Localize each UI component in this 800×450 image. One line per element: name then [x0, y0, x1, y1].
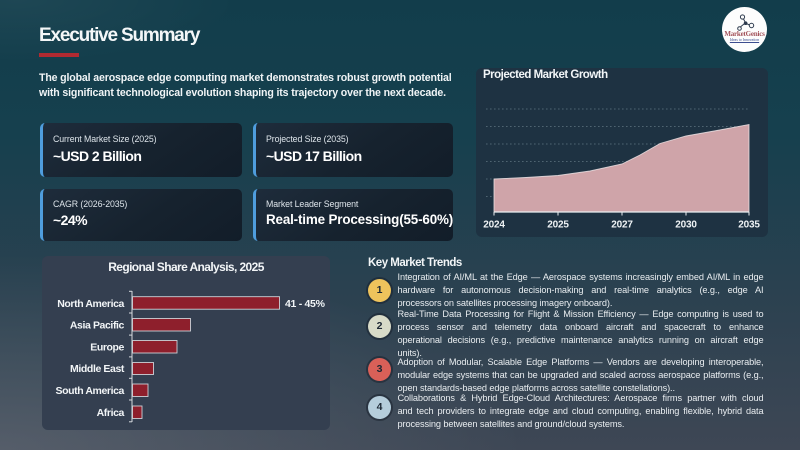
svg-text:2025: 2025 [547, 219, 569, 230]
svg-text:South America: South America [55, 385, 124, 397]
svg-text:2027: 2027 [611, 219, 633, 230]
svg-text:Asia Pacific: Asia Pacific [70, 320, 125, 332]
svg-text:41 - 45%: 41 - 45% [285, 298, 326, 310]
svg-text:Europe: Europe [90, 342, 124, 354]
svg-text:Middle East: Middle East [70, 363, 125, 375]
svg-text:2024: 2024 [483, 219, 505, 230]
svg-text:North America: North America [57, 298, 124, 310]
svg-text:2035: 2035 [738, 219, 760, 230]
svg-text:Africa: Africa [97, 407, 125, 419]
svg-text:2030: 2030 [675, 219, 697, 230]
